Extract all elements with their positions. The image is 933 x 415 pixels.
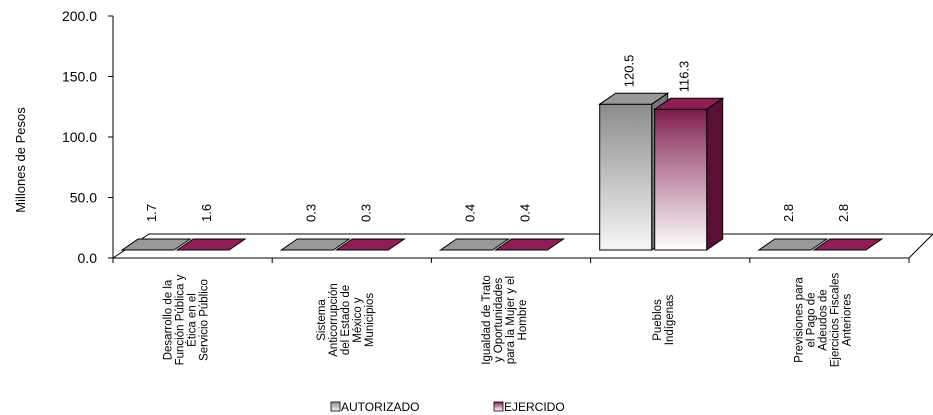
bar-autorizado	[438, 238, 511, 251]
bars	[120, 92, 884, 251]
bar-top	[812, 238, 884, 251]
bar-top	[493, 238, 566, 251]
x-ticks	[112, 258, 910, 263]
bar-top	[598, 92, 670, 105]
y-ticks: 0.0 50.0 100.0 150.0 200.0	[62, 8, 113, 266]
category-label-line: Ejercicios Fiscales	[829, 272, 841, 367]
category-label-line: Municipios	[364, 293, 376, 348]
data-labels: 1.7 0.3 0.4 120.5 2.8 1.6 0.3 0.4 116.3 2.8	[144, 55, 851, 222]
category-label-line: Sistema	[316, 299, 328, 341]
data-label: 1.7	[144, 204, 159, 222]
data-label: 0.4	[463, 204, 478, 222]
category-label-line: Servicio Público	[199, 279, 211, 361]
category-label-line: Igualdad de Trato	[481, 275, 493, 365]
legend-swatch-autorizado	[330, 401, 341, 412]
bar-top	[334, 238, 406, 251]
category-label: Previsiones parael Pago deAdeudos deEjer…	[793, 272, 853, 367]
y-tick-label: 0.0	[78, 250, 98, 266]
category-label-line: Previsiones para	[793, 277, 805, 363]
category-label-line: Desarrollo de la	[163, 279, 175, 360]
y-axis-title: Millones de Pesos	[13, 107, 28, 213]
bar-ejercido	[334, 238, 406, 251]
bar-top	[438, 238, 511, 251]
category-label-line: Pueblos	[652, 299, 664, 341]
data-label: 0.3	[358, 204, 373, 222]
category-label-line: Función Pública y	[175, 274, 187, 365]
category-label: PueblosIndígenas	[652, 294, 676, 345]
legend-swatch-ejercido	[493, 401, 504, 412]
legend-label-ejercido: EJERCIDO	[504, 400, 565, 414]
bar-ejercido	[175, 238, 247, 251]
category-label: Igualdad de Tratoy Oportunidadespara la …	[481, 275, 529, 365]
category-label-line: Anteriores	[841, 294, 853, 347]
bar-autorizado	[757, 238, 829, 251]
bar-front	[599, 103, 653, 251]
bar-ejercido	[812, 238, 884, 251]
bar-front	[654, 108, 708, 251]
bar-side	[706, 97, 724, 251]
bar-top	[120, 238, 192, 251]
bar-autorizado	[120, 238, 192, 251]
category-label-line: Ética en el	[186, 293, 199, 347]
category-labels: Desarrollo de laFunción Pública yÉtica e…	[163, 272, 854, 367]
legend-label-autorizado: AUTORIZADO	[341, 400, 419, 414]
data-label: 1.6	[199, 204, 214, 222]
category-label-line: del Estado de	[340, 285, 352, 355]
data-label: 0.4	[518, 204, 533, 222]
data-label: 2.8	[781, 204, 796, 222]
plot-area: 0.0 50.0 100.0 150.0 200.0 1.7 0.3 0.4 120.5 2.8…	[62, 8, 933, 367]
bar-autorizado	[279, 238, 351, 251]
y-tick-label: 200.0	[62, 8, 97, 24]
category-label: Desarrollo de laFunción Pública yÉtica e…	[163, 274, 211, 365]
category-label-line: México y	[352, 297, 364, 343]
data-label: 0.3	[303, 204, 318, 222]
category-label-line: Adeudos de	[817, 289, 829, 350]
legend: AUTORIZADO EJERCIDO	[330, 400, 565, 414]
category-label-line: y Oportunidades	[493, 278, 505, 363]
data-label: 116.3	[677, 61, 692, 93]
category-label-line: para la Mujer y el	[505, 276, 517, 364]
bar-top	[175, 238, 247, 251]
y-tick-label: 100.0	[62, 129, 97, 145]
category-label: SistemaAnticorrupcióndel Estado deMéxico…	[316, 283, 376, 357]
y-tick-label: 50.0	[70, 190, 97, 206]
bar-top	[757, 238, 829, 251]
bar-ejercido	[493, 238, 566, 251]
bar-top	[279, 238, 351, 251]
category-label-line: Hombre	[517, 300, 529, 341]
category-label-line: Indígenas	[664, 294, 676, 345]
bar-ejercido	[653, 97, 725, 251]
data-label: 120.5	[622, 55, 637, 88]
bar-top	[653, 97, 725, 110]
y-tick-label: 150.0	[62, 69, 97, 85]
category-label-line: Anticorrupción	[328, 283, 340, 357]
category-label-line: el Pago de	[805, 293, 817, 348]
data-label: 2.8	[836, 204, 851, 222]
